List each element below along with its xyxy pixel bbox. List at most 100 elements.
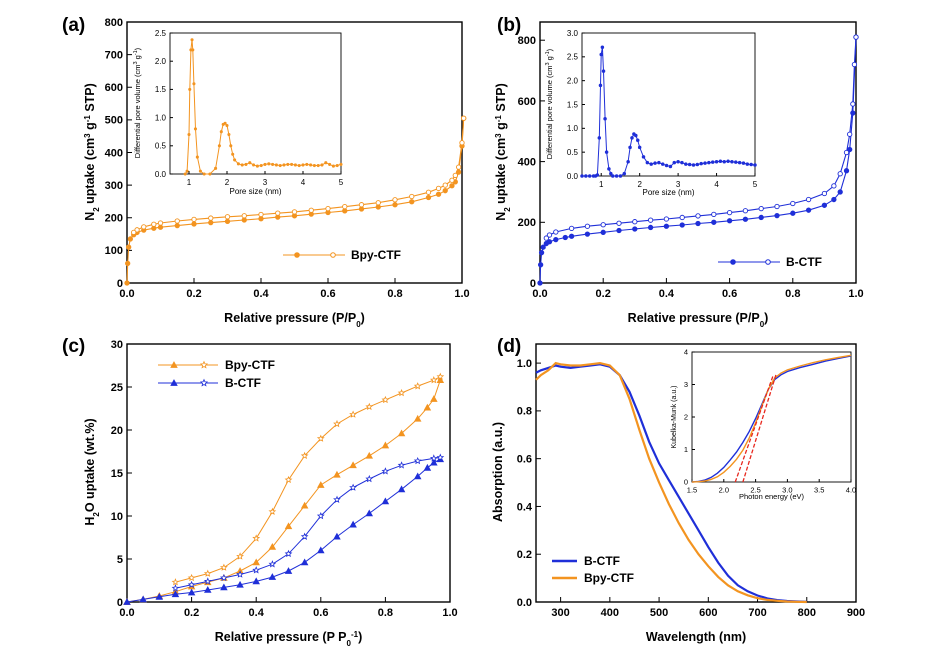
a-inset-point: [320, 163, 324, 167]
a-data-point: [435, 191, 442, 197]
a-data-point: [174, 222, 180, 229]
b-xtick-label: 0.4: [659, 288, 675, 300]
b-data-point: [553, 229, 559, 235]
a-inset-xtick-label: 1: [187, 178, 192, 187]
b-inset-point: [595, 173, 600, 177]
b-data-point: [632, 226, 638, 232]
c-ytick-label: 15: [111, 468, 123, 480]
a-data-point: [208, 219, 214, 226]
a-inset-xtick-label: 4: [301, 178, 306, 187]
b-inset-point: [598, 83, 603, 88]
a-x-axis-label: Relative pressure (P/P0): [224, 311, 365, 329]
c-data-point: [430, 395, 438, 402]
b-data-point: [805, 196, 812, 203]
a-inset-frame: [169, 32, 342, 175]
b-data-point: [726, 209, 733, 216]
a-inset-point: [293, 163, 297, 167]
c-data-point: [187, 573, 196, 582]
a-inset-point: [217, 144, 221, 148]
b-inset-point: [635, 138, 640, 142]
a-data-point: [459, 140, 465, 146]
b-legend-marker-open: [765, 259, 771, 265]
a-inset-point: [324, 161, 328, 165]
a-data-point: [241, 217, 247, 223]
b-inset-point: [601, 69, 606, 73]
b-inset-point: [710, 160, 715, 164]
a-inset-x-label: Pore size (nm): [229, 187, 281, 196]
a-inset-point: [335, 163, 339, 168]
b-inset-bg: [582, 33, 755, 176]
a-data-point: [151, 221, 157, 227]
c-legend-marker-open: [199, 378, 209, 387]
c-legend-marker-filled: [170, 379, 178, 386]
b-inset-point: [657, 160, 661, 165]
b-data-point: [616, 227, 622, 234]
a-inset-ytick-label: 2.0: [155, 57, 167, 66]
c-data-point: [187, 580, 196, 589]
b-data-point: [837, 189, 843, 195]
d-inset-x-label: Photon energy (eV): [739, 492, 805, 501]
d-inset-xtick-label: 2.5: [750, 486, 760, 495]
b-data-point: [600, 229, 606, 235]
panel-label: (a): [62, 15, 85, 36]
a-data-point: [442, 188, 448, 194]
c-data-point: [365, 509, 374, 517]
d-inset-xtick-label: 3.0: [782, 486, 792, 495]
b-inset-point: [614, 174, 619, 178]
c-xtick-label: 0.4: [249, 607, 265, 619]
a-data-point: [126, 244, 132, 250]
d-xtick-label: 700: [748, 607, 766, 619]
c-data-point: [349, 520, 357, 528]
b-data-point: [843, 149, 850, 156]
c-data-point: [365, 474, 374, 483]
b-inset-point: [637, 145, 642, 150]
b-ytick-label: 400: [518, 156, 536, 168]
c-data-point: [236, 570, 244, 578]
c-data-point: [381, 497, 390, 505]
panel-a: (a) 0.0 0.2 0.4 0.6 0.8 1.0 0 100 200 300 400 500 600…: [62, 15, 470, 329]
a-inset-bg: [170, 33, 341, 174]
b-data-point: [562, 234, 568, 241]
b-data-point: [584, 231, 591, 237]
b-data-point: [758, 205, 764, 212]
a-data-point: [342, 208, 348, 214]
b-inset-point: [730, 159, 734, 164]
c-data-point: [349, 461, 357, 469]
a-inset-point: [244, 162, 248, 166]
b-inset-y-label: Differential pore volume (cm3 g-1): [545, 48, 554, 159]
c-data-point: [300, 558, 309, 566]
b-data-point: [540, 244, 546, 250]
b-xtick-label: 0.6: [722, 288, 737, 300]
a-inset-point: [191, 48, 195, 52]
b-y-axis-label: N2 uptake (cm3 g-1 STP): [494, 83, 512, 221]
c-data-point: [423, 403, 432, 411]
a-inset-point: [202, 172, 206, 176]
c-legend-marker-filled: [170, 361, 178, 368]
b-inset-x-label: Pore size (nm): [642, 188, 694, 197]
b-inset-xtick-label: 1: [599, 180, 604, 189]
a-data-point: [174, 218, 180, 224]
a-data-point: [127, 236, 134, 242]
d-inset-ytick-label: 4: [684, 348, 688, 357]
a-inset-xtick-label: 3: [263, 178, 268, 187]
a-inset-point: [193, 127, 198, 131]
d-xtick-label: 500: [650, 607, 668, 619]
c-data-point: [333, 470, 341, 478]
d-legend-label: Bpy-CTF: [584, 571, 634, 585]
d-ytick-label: 0.8: [517, 406, 532, 418]
a-xtick-label: 0.0: [119, 288, 134, 300]
a-ytick-label: 100: [105, 245, 123, 257]
b-inset-xtick-label: 5: [753, 180, 758, 189]
a-inset-point: [286, 162, 290, 166]
b-data-point: [537, 280, 543, 286]
c-xtick-label: 1.0: [442, 607, 457, 619]
d-inset-ytick-label: 0: [684, 478, 688, 487]
b-inset-point: [630, 136, 634, 140]
b-data-point: [847, 131, 853, 137]
d-inset-ytick-label: 1: [684, 445, 688, 454]
c-data-point: [252, 566, 261, 574]
d-xtick-label: 300: [551, 607, 569, 619]
b-inset-point: [584, 174, 588, 178]
a-inset-point: [208, 172, 212, 176]
